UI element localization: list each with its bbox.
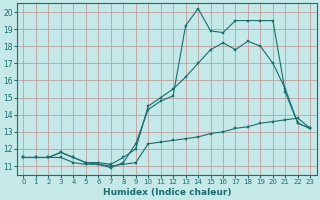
X-axis label: Humidex (Indice chaleur): Humidex (Indice chaleur)	[103, 188, 231, 197]
